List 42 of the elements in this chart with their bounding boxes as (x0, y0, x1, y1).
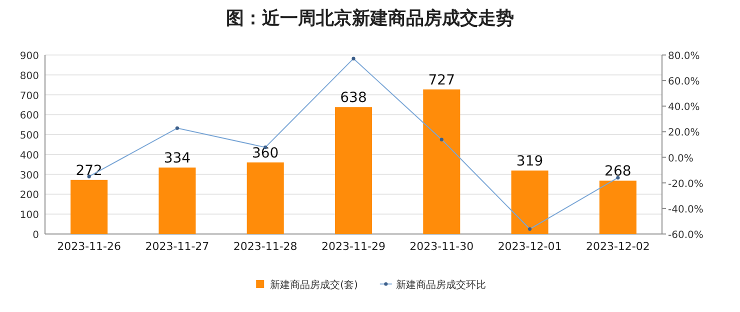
bar (246, 162, 284, 234)
y2-tick-label: -20.0% (668, 178, 704, 190)
bar (158, 168, 196, 234)
x-tick-label: 2023-12-02 (586, 240, 650, 253)
y2-tick-label: 0.0% (668, 153, 694, 164)
chart-title: 图：近一周北京新建商品房成交走势 (226, 8, 514, 29)
legend-label: 新建商品房成交环比 (396, 279, 486, 291)
y-tick-label: 200 (20, 190, 39, 202)
y-tick-label: 400 (20, 150, 39, 162)
y2-tick-label: 80.0% (668, 51, 700, 62)
x-tick-label: 2023-11-26 (57, 240, 122, 253)
y-tick-label: 600 (20, 110, 39, 122)
data-label: 360 (252, 145, 279, 162)
x-tick-label: 2023-11-27 (145, 240, 210, 253)
y2-tick-label: 60.0% (668, 76, 700, 88)
y2-tick-label: 20.0% (668, 128, 700, 139)
y2-tick-label: 40.0% (668, 102, 700, 114)
bar (599, 180, 636, 234)
data-label: 272 (76, 162, 102, 179)
data-label: 319 (516, 154, 544, 170)
y2-tick-label: -60.0% (668, 230, 704, 241)
y-tick-label: 900 (20, 51, 39, 62)
data-label: 727 (428, 72, 456, 88)
x-tick-label: 2023-12-01 (498, 240, 562, 253)
bar (511, 170, 548, 234)
y-tick-label: 100 (20, 210, 39, 222)
data-label: 334 (164, 150, 191, 167)
data-label: 268 (604, 164, 632, 180)
y-tick-label: 300 (20, 170, 39, 182)
y-tick-label: 500 (20, 130, 39, 142)
y2-tick-label: -40.0% (668, 204, 704, 216)
legend-label: 新建商品房成交(套) (270, 279, 358, 291)
bar (334, 107, 372, 234)
y-tick-label: 0 (32, 230, 39, 241)
bar (423, 89, 460, 234)
x-tick-label: 2023-11-29 (322, 240, 386, 253)
y-tick-label: 800 (20, 70, 39, 82)
data-label: 638 (340, 90, 367, 106)
bar (70, 180, 108, 234)
x-tick-label: 2023-11-30 (410, 240, 474, 253)
y-tick-label: 700 (20, 90, 39, 102)
x-tick-label: 2023-11-28 (233, 240, 298, 253)
